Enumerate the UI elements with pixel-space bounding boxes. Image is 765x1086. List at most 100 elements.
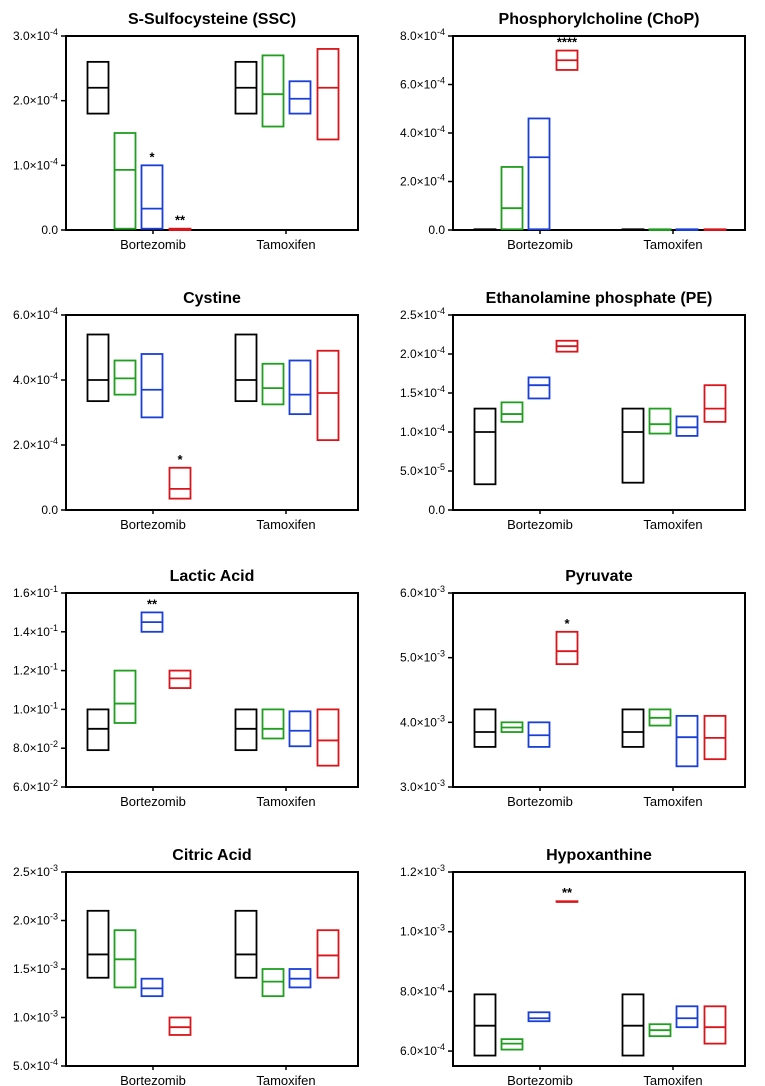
panel-8: Hypoxanthine 6.0×10-4 8.0×10-4 1.0×10-3 1.2×… bbox=[400, 847, 746, 1086]
box-bortezomib-series-3 bbox=[527, 1011, 551, 1023]
box-bortezomib-series-1 bbox=[86, 708, 110, 752]
box-bortezomib-series-3 bbox=[140, 977, 164, 998]
plot-frame bbox=[65, 592, 359, 788]
box-tamoxifen-series-3 bbox=[675, 1005, 699, 1029]
panel-6: Pyruvate 3.0×10-3 4.0×10-3 5.0×10-3 6.0×10-3… bbox=[400, 568, 746, 809]
box-bortezomib-series-4 bbox=[168, 1016, 192, 1036]
panel-title: Citric Acid bbox=[172, 847, 251, 864]
box-bortezomib-series-1 bbox=[86, 333, 110, 403]
panel-title: Hypoxanthine bbox=[546, 847, 652, 864]
box-bortezomib-series-1 bbox=[86, 909, 110, 979]
box-tamoxifen-series-2 bbox=[261, 708, 285, 740]
panel-title: Lactic Acid bbox=[170, 568, 255, 585]
box-tamoxifen-series-3 bbox=[288, 359, 312, 416]
box-tamoxifen-series-4 bbox=[316, 708, 340, 767]
y-tick-label: 8.0×10-4 bbox=[400, 27, 445, 43]
box-tamoxifen-series-4 bbox=[703, 1005, 727, 1045]
box-tamoxifen-series-3 bbox=[675, 415, 699, 437]
y-tick-label: 2.5×10-4 bbox=[400, 306, 445, 322]
x-category-label: Tamoxifen bbox=[643, 794, 702, 809]
y-tick-label: 4.0×10-3 bbox=[400, 713, 445, 729]
y-tick-label: 5.0×10-3 bbox=[400, 649, 445, 665]
y-tick-label: 1.4×10-1 bbox=[13, 623, 58, 639]
panel-3: Cystine 0.0 2.0×10-4 4.0×10-4 6.0×10-4 Bortez… bbox=[13, 290, 359, 532]
box-bortezomib-series-3 bbox=[140, 164, 164, 230]
significance-marker: * bbox=[149, 149, 155, 164]
y-tick-label: 6.0×10-4 bbox=[13, 306, 58, 322]
y-tick-label: 2.0×10-4 bbox=[13, 436, 58, 452]
y-tick-label: 2.0×10-4 bbox=[400, 345, 445, 361]
x-category-label: Bortezomib bbox=[120, 794, 186, 809]
box-tamoxifen-series-3 bbox=[675, 714, 699, 768]
box-tamoxifen-series-4 bbox=[316, 48, 340, 141]
y-tick-label: 0.0 bbox=[41, 223, 58, 237]
box-bortezomib-series-4 bbox=[555, 630, 579, 666]
y-tick-label: 1.0×10-1 bbox=[13, 700, 58, 716]
y-tick-label: 6.0×10-3 bbox=[400, 584, 445, 600]
x-category-label: Tamoxifen bbox=[643, 1073, 702, 1086]
y-tick-label: 1.0×10-4 bbox=[13, 156, 58, 172]
x-category-label: Tamoxifen bbox=[643, 517, 702, 532]
panel-1: S-Sulfocysteine (SSC) 0.0 1.0×10-4 2.0×10-4… bbox=[13, 11, 359, 252]
x-category-label: Bortezomib bbox=[507, 794, 573, 809]
x-category-label: Tamoxifen bbox=[256, 237, 315, 252]
y-tick-label: 1.0×10-3 bbox=[13, 1009, 58, 1025]
box-bortezomib-series-1 bbox=[473, 708, 497, 748]
y-tick-label: 8.0×10-4 bbox=[400, 982, 445, 998]
plot-frame bbox=[65, 35, 359, 231]
x-category-label: Bortezomib bbox=[507, 237, 573, 252]
y-tick-label: 5.0×10-5 bbox=[400, 462, 445, 478]
box-tamoxifen-series-4 bbox=[316, 349, 340, 442]
panel-2: Phosphorylcholine (ChoP) 0.0 2.0×10-4 4.0×1… bbox=[400, 11, 746, 252]
significance-marker: ** bbox=[562, 885, 573, 900]
box-tamoxifen-series-1 bbox=[621, 407, 645, 484]
x-category-label: Tamoxifen bbox=[643, 237, 702, 252]
x-category-label: Bortezomib bbox=[507, 1073, 573, 1086]
panel-title: Cystine bbox=[183, 290, 241, 307]
x-category-label: Bortezomib bbox=[120, 237, 186, 252]
significance-marker: **** bbox=[557, 35, 578, 50]
box-tamoxifen-series-2 bbox=[261, 968, 285, 998]
box-bortezomib-series-2 bbox=[113, 132, 137, 230]
significance-marker: ** bbox=[175, 213, 186, 228]
box-tamoxifen-series-1 bbox=[234, 909, 258, 979]
x-category-label: Tamoxifen bbox=[256, 517, 315, 532]
box-bortezomib-series-2 bbox=[113, 669, 137, 724]
y-tick-label: 4.0×10-4 bbox=[400, 124, 445, 140]
box-tamoxifen-series-4 bbox=[703, 384, 727, 423]
box-tamoxifen-series-3 bbox=[288, 80, 312, 115]
panel-title: S-Sulfocysteine (SSC) bbox=[128, 11, 296, 28]
x-category-label: Bortezomib bbox=[507, 517, 573, 532]
y-tick-label: 6.0×10-4 bbox=[400, 76, 445, 92]
y-tick-label: 4.0×10-4 bbox=[13, 371, 58, 387]
y-tick-label: 1.6×10-1 bbox=[13, 584, 58, 600]
box-bortezomib-series-1 bbox=[473, 407, 497, 486]
box-bortezomib-series-3 bbox=[527, 376, 551, 400]
panel-5: Lactic Acid 6.0×10-2 8.0×10-2 1.0×10-1 1.2×1… bbox=[13, 568, 359, 809]
y-tick-label: 1.0×10-4 bbox=[400, 423, 445, 439]
plot-frame bbox=[452, 314, 746, 511]
plot-frame bbox=[65, 871, 359, 1067]
x-category-label: Tamoxifen bbox=[256, 1073, 315, 1086]
box-bortezomib-series-2 bbox=[500, 166, 524, 231]
panel-title: Ethanolamine phosphate (PE) bbox=[486, 290, 713, 307]
x-category-label: Tamoxifen bbox=[256, 794, 315, 809]
y-tick-label: 0.0 bbox=[428, 223, 445, 237]
panel-7: Citric Acid 5.0×10-4 1.0×10-3 1.5×10-3 2.0×1… bbox=[13, 847, 359, 1086]
box-tamoxifen-series-4 bbox=[316, 929, 340, 979]
box-tamoxifen-series-2 bbox=[261, 362, 285, 406]
y-tick-label: 5.0×10-4 bbox=[13, 1057, 58, 1073]
box-bortezomib-series-4 bbox=[168, 466, 192, 500]
y-tick-label: 3.0×10-3 bbox=[400, 778, 445, 794]
significance-marker: * bbox=[564, 616, 570, 631]
y-tick-label: 6.0×10-2 bbox=[13, 778, 58, 794]
box-bortezomib-series-3 bbox=[140, 353, 164, 419]
plot-frame bbox=[65, 314, 359, 511]
box-tamoxifen-series-2 bbox=[648, 407, 672, 435]
box-bortezomib-series-2 bbox=[500, 401, 524, 423]
x-category-label: Bortezomib bbox=[120, 1073, 186, 1086]
y-tick-label: 2.5×10-3 bbox=[13, 863, 58, 879]
y-tick-label: 1.5×10-4 bbox=[400, 384, 445, 400]
y-tick-label: 6.0×10-4 bbox=[400, 1042, 445, 1058]
